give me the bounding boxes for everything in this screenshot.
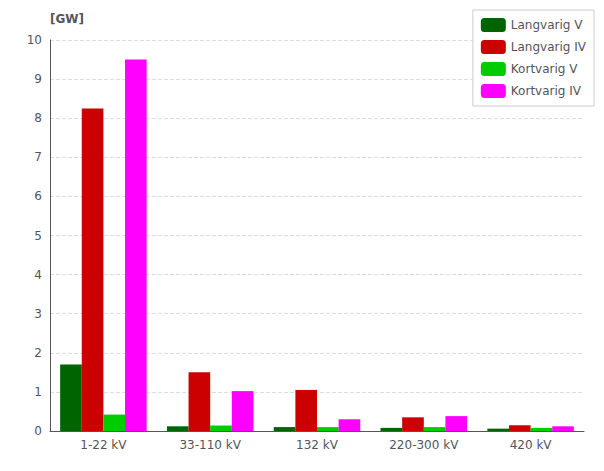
svg-text:5: 5 bbox=[34, 229, 42, 243]
svg-text:7: 7 bbox=[34, 150, 42, 164]
svg-text:33-110 kV: 33-110 kV bbox=[179, 438, 241, 452]
svg-text:1: 1 bbox=[34, 385, 42, 399]
svg-text:132 kV: 132 kV bbox=[296, 438, 339, 452]
svg-text:Kortvarig IV: Kortvarig IV bbox=[511, 84, 582, 98]
svg-text:Kortvarig V: Kortvarig V bbox=[511, 62, 578, 76]
svg-text:4: 4 bbox=[34, 268, 42, 282]
svg-text:8: 8 bbox=[34, 111, 42, 125]
svg-text:3: 3 bbox=[34, 307, 42, 321]
svg-text:6: 6 bbox=[34, 189, 42, 203]
svg-text:10: 10 bbox=[27, 33, 42, 47]
svg-text:0: 0 bbox=[34, 424, 42, 438]
svg-text:2: 2 bbox=[34, 346, 42, 360]
svg-text:[GW]: [GW] bbox=[50, 12, 84, 26]
svg-text:420 kV: 420 kV bbox=[510, 438, 553, 452]
svg-text:Langvarig IV: Langvarig IV bbox=[511, 40, 587, 54]
svg-text:9: 9 bbox=[34, 72, 42, 86]
svg-text:220-300 kV: 220-300 kV bbox=[389, 438, 459, 452]
svg-text:1-22 kV: 1-22 kV bbox=[80, 438, 127, 452]
svg-text:Langvarig V: Langvarig V bbox=[511, 18, 583, 32]
